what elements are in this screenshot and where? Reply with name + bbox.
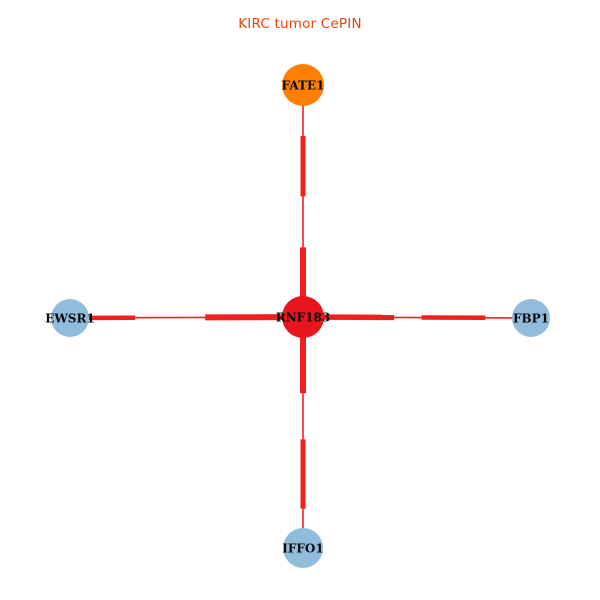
graph-node-ewsr1[interactable] — [51, 299, 89, 337]
graph-node-fbp1[interactable] — [512, 299, 550, 337]
node-layer — [51, 64, 550, 568]
graph-node-rnf183[interactable] — [282, 296, 324, 338]
page-title: KIRC tumor CePIN — [238, 16, 362, 32]
graph-node-fate1[interactable] — [282, 64, 324, 106]
graph-edge — [302, 314, 532, 321]
graph-node-iffo1[interactable] — [283, 528, 323, 568]
graph-edge — [69, 314, 304, 321]
